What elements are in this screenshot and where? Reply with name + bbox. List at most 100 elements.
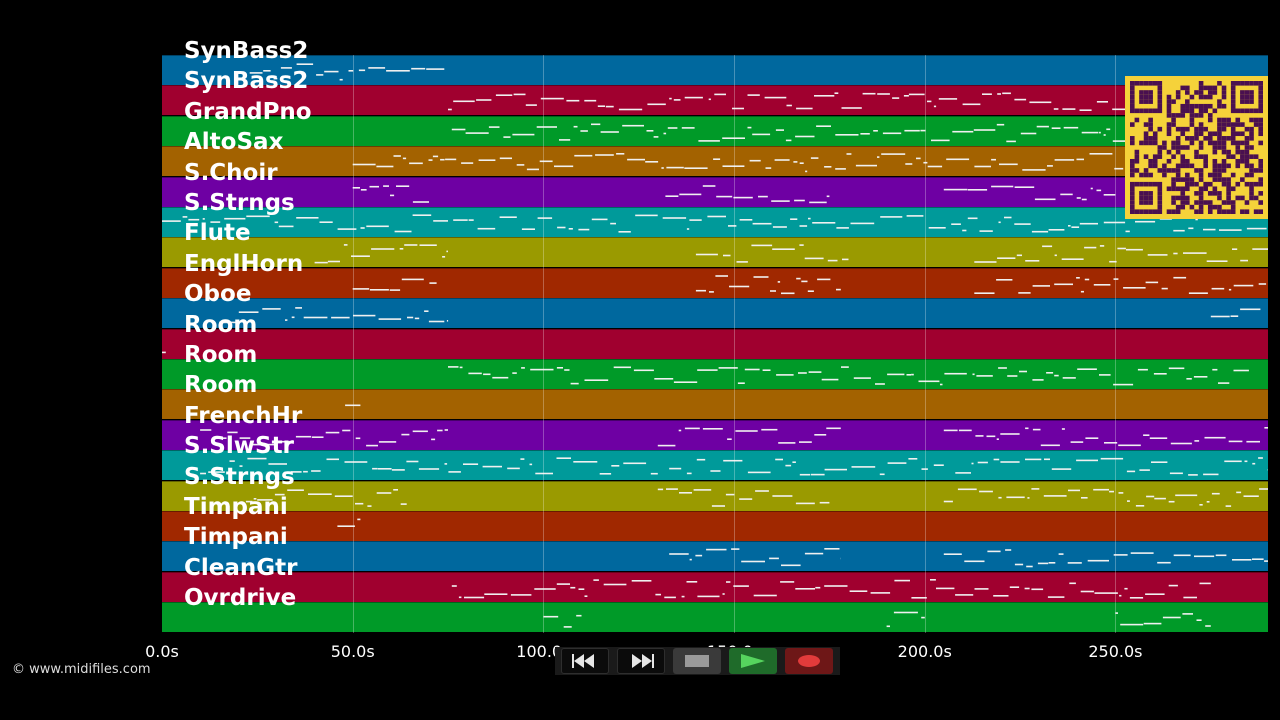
note-mark bbox=[386, 70, 410, 72]
note-mark bbox=[673, 381, 698, 383]
note-mark bbox=[824, 584, 848, 587]
note-mark bbox=[732, 108, 744, 110]
note-mark bbox=[1259, 487, 1268, 490]
note-mark bbox=[772, 226, 787, 228]
note-mark bbox=[795, 135, 815, 138]
track-label: GrandPno bbox=[184, 98, 312, 125]
note-mark bbox=[580, 129, 588, 132]
note-mark bbox=[786, 105, 792, 107]
note-mark bbox=[1188, 292, 1208, 294]
note-mark bbox=[1036, 125, 1049, 128]
note-mark bbox=[360, 227, 365, 229]
note-mark bbox=[394, 230, 412, 233]
note-mark bbox=[821, 378, 839, 381]
note-mark bbox=[1145, 593, 1165, 595]
stop-icon bbox=[685, 655, 709, 667]
note-mark bbox=[931, 139, 950, 141]
note-mark bbox=[733, 196, 753, 198]
note-trace bbox=[352, 274, 1267, 294]
note-trace bbox=[448, 366, 1249, 386]
note-mark bbox=[591, 218, 608, 221]
note-mark bbox=[1103, 133, 1106, 136]
note-mark bbox=[976, 375, 993, 377]
note-mark bbox=[816, 125, 831, 127]
note-mark bbox=[618, 109, 643, 111]
note-mark bbox=[798, 372, 807, 374]
note-mark bbox=[210, 221, 221, 223]
note-mark bbox=[799, 474, 811, 476]
track-band bbox=[162, 267, 1268, 298]
note-mark bbox=[962, 229, 967, 232]
note-mark bbox=[689, 219, 702, 221]
track-label: Oboe bbox=[184, 281, 252, 308]
note-mark bbox=[996, 123, 1005, 126]
note-mark bbox=[540, 98, 564, 100]
note-mark bbox=[728, 225, 737, 227]
note-mark bbox=[1006, 140, 1016, 142]
note-mark bbox=[376, 165, 394, 168]
note-mark bbox=[733, 585, 749, 587]
note-mark bbox=[815, 586, 821, 589]
track-label: FrenchHr bbox=[184, 402, 303, 429]
stop-button[interactable] bbox=[673, 648, 721, 674]
note-mark bbox=[684, 427, 700, 429]
note-mark bbox=[673, 99, 681, 102]
note-mark bbox=[1090, 187, 1093, 189]
note-mark bbox=[1139, 469, 1150, 472]
note-mark bbox=[665, 194, 679, 197]
note-mark bbox=[1124, 587, 1128, 590]
note-mark bbox=[1089, 153, 1113, 155]
track-band bbox=[162, 207, 1268, 237]
note-mark bbox=[268, 463, 287, 465]
note-mark bbox=[1031, 230, 1049, 233]
fast-forward-button[interactable] bbox=[617, 648, 665, 674]
note-mark bbox=[880, 216, 903, 218]
note-mark bbox=[1258, 457, 1263, 459]
note-mark bbox=[1053, 108, 1059, 111]
record-button[interactable] bbox=[785, 648, 833, 674]
note-mark bbox=[977, 461, 988, 464]
note-mark bbox=[573, 461, 598, 463]
rewind-button[interactable] bbox=[561, 648, 609, 674]
note-mark bbox=[1100, 458, 1124, 460]
note-mark bbox=[1019, 370, 1027, 373]
note-mark bbox=[933, 105, 937, 108]
note-mark bbox=[991, 159, 996, 161]
note-mark bbox=[432, 155, 439, 158]
note-mark bbox=[488, 126, 500, 128]
track-band bbox=[162, 328, 1268, 359]
note-mark bbox=[492, 376, 509, 379]
note-mark bbox=[1188, 227, 1194, 230]
track-label: Room bbox=[184, 311, 258, 338]
note-mark bbox=[377, 468, 392, 470]
note-mark bbox=[339, 78, 343, 81]
note-mark bbox=[722, 137, 745, 139]
note-mark bbox=[1076, 276, 1080, 279]
note-mark bbox=[684, 167, 708, 170]
note-mark bbox=[1048, 229, 1065, 231]
note-mark bbox=[557, 226, 566, 229]
note-trace bbox=[200, 426, 1268, 447]
note-mark bbox=[679, 193, 702, 195]
note-trace bbox=[162, 214, 1267, 233]
note-mark bbox=[777, 280, 781, 283]
note-mark bbox=[246, 215, 270, 218]
play-button[interactable] bbox=[729, 648, 777, 674]
note-mark bbox=[747, 471, 771, 474]
note-mark bbox=[753, 594, 777, 597]
note-mark bbox=[1145, 281, 1159, 283]
note-mark bbox=[987, 550, 1001, 553]
note-mark bbox=[1054, 159, 1075, 161]
note-mark bbox=[352, 163, 376, 166]
note-mark bbox=[376, 491, 392, 494]
note-mark bbox=[906, 374, 911, 376]
note-mark bbox=[390, 194, 395, 196]
note-mark bbox=[564, 369, 570, 371]
note-mark bbox=[162, 220, 181, 222]
note-mark bbox=[1113, 554, 1128, 557]
note-mark bbox=[952, 130, 974, 133]
note-mark bbox=[1233, 369, 1249, 372]
note-mark bbox=[662, 217, 687, 219]
note-mark bbox=[664, 596, 676, 598]
